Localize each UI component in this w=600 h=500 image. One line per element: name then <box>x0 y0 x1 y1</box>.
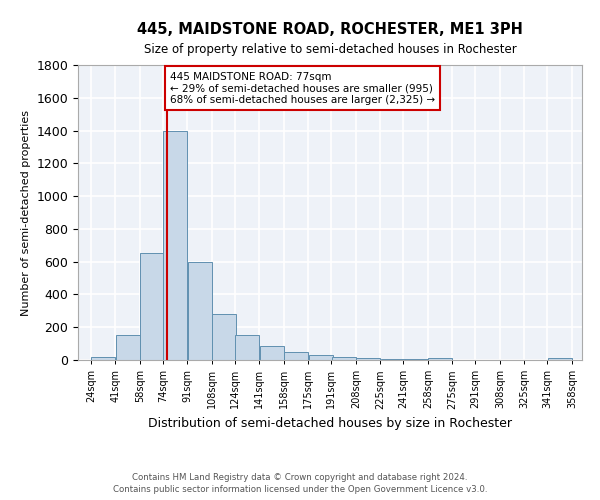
Bar <box>428 358 452 360</box>
Bar <box>140 254 164 360</box>
Bar <box>163 130 187 360</box>
Text: Size of property relative to semi-detached houses in Rochester: Size of property relative to semi-detach… <box>143 42 517 56</box>
Bar <box>404 359 428 360</box>
Bar <box>380 358 404 360</box>
Bar <box>260 346 284 360</box>
Text: 445 MAIDSTONE ROAD: 77sqm
← 29% of semi-detached houses are smaller (995)
68% of: 445 MAIDSTONE ROAD: 77sqm ← 29% of semi-… <box>170 72 435 105</box>
Bar <box>235 334 259 360</box>
Bar <box>332 357 356 360</box>
Bar <box>212 314 236 360</box>
Bar <box>188 262 212 360</box>
Bar <box>284 352 308 360</box>
Bar <box>308 355 332 360</box>
Text: Contains public sector information licensed under the Open Government Licence v3: Contains public sector information licen… <box>113 485 487 494</box>
X-axis label: Distribution of semi-detached houses by size in Rochester: Distribution of semi-detached houses by … <box>148 417 512 430</box>
Bar <box>356 358 380 360</box>
Text: 445, MAIDSTONE ROAD, ROCHESTER, ME1 3PH: 445, MAIDSTONE ROAD, ROCHESTER, ME1 3PH <box>137 22 523 38</box>
Text: Contains HM Land Registry data © Crown copyright and database right 2024.: Contains HM Land Registry data © Crown c… <box>132 472 468 482</box>
Bar <box>116 336 140 360</box>
Y-axis label: Number of semi-detached properties: Number of semi-detached properties <box>21 110 31 316</box>
Bar <box>548 358 572 360</box>
Bar <box>91 356 115 360</box>
